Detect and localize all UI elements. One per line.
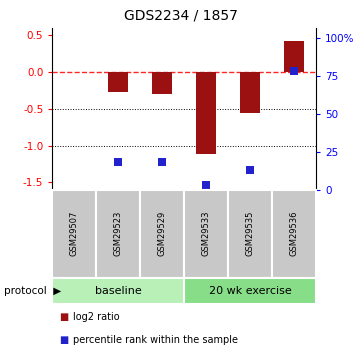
Text: GDS2234 / 1857: GDS2234 / 1857 xyxy=(123,9,238,23)
Bar xyxy=(284,41,304,72)
Text: 20 wk exercise: 20 wk exercise xyxy=(209,286,291,296)
Text: GSM29536: GSM29536 xyxy=(290,211,299,256)
Text: GSM29533: GSM29533 xyxy=(201,211,210,256)
Point xyxy=(203,183,209,188)
Point xyxy=(291,68,297,74)
Bar xyxy=(152,72,172,94)
Text: GSM29529: GSM29529 xyxy=(158,211,167,256)
Text: GSM29535: GSM29535 xyxy=(245,211,255,256)
Bar xyxy=(196,72,216,154)
Text: GSM29507: GSM29507 xyxy=(70,211,79,256)
Text: baseline: baseline xyxy=(95,286,142,296)
Bar xyxy=(240,72,260,113)
Point xyxy=(247,167,253,173)
Bar xyxy=(108,72,128,92)
Text: ■: ■ xyxy=(60,335,69,345)
Point xyxy=(115,160,121,165)
Text: ■: ■ xyxy=(60,312,69,322)
Text: log2 ratio: log2 ratio xyxy=(73,312,120,322)
Point xyxy=(159,160,165,165)
Text: protocol  ▶: protocol ▶ xyxy=(4,286,61,296)
Text: GSM29523: GSM29523 xyxy=(114,211,123,256)
Text: percentile rank within the sample: percentile rank within the sample xyxy=(73,335,238,345)
